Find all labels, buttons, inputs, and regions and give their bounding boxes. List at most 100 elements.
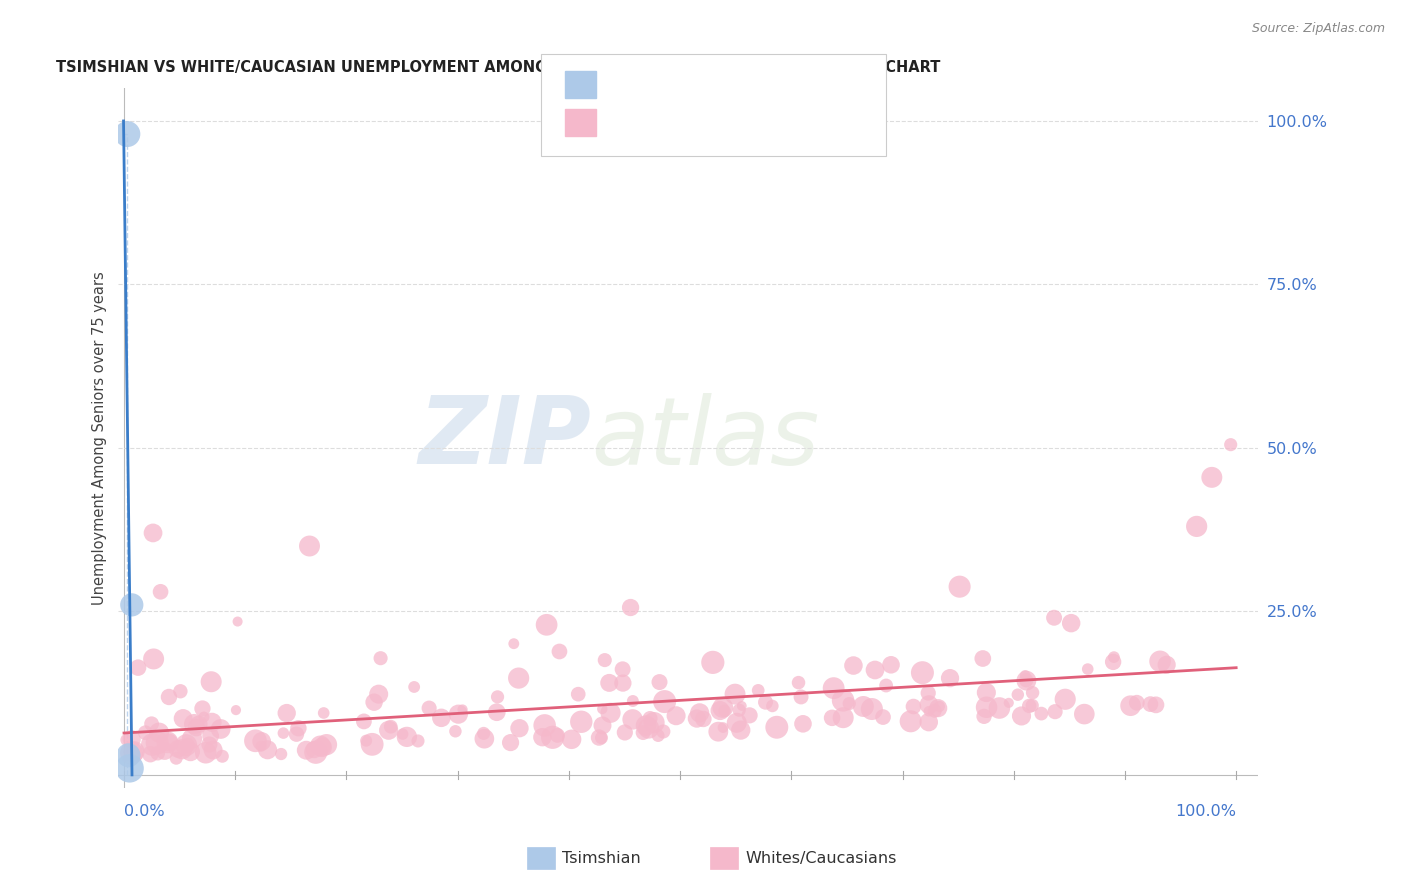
Point xyxy=(738,708,761,723)
Point xyxy=(765,720,787,734)
Point xyxy=(972,651,994,665)
Point xyxy=(692,712,714,726)
Point xyxy=(183,717,205,731)
Point xyxy=(591,702,613,716)
Point xyxy=(1139,697,1161,711)
Point xyxy=(533,718,555,732)
Point xyxy=(654,695,676,709)
Point xyxy=(285,727,308,741)
Point xyxy=(638,711,661,725)
Point xyxy=(918,715,941,730)
Point xyxy=(875,679,897,693)
Point xyxy=(309,739,332,753)
Point xyxy=(191,701,214,715)
Point xyxy=(860,702,883,716)
Point xyxy=(200,674,222,689)
Point xyxy=(406,734,429,748)
Point xyxy=(713,704,735,718)
Point xyxy=(591,731,613,745)
Point xyxy=(709,704,731,718)
Point xyxy=(724,687,747,701)
Point xyxy=(838,697,860,711)
Point xyxy=(502,637,524,651)
Point xyxy=(1149,654,1171,668)
Point xyxy=(245,733,267,747)
Text: Tsimshian: Tsimshian xyxy=(562,851,641,865)
Point xyxy=(872,710,894,724)
Point xyxy=(122,745,145,759)
Point xyxy=(939,671,962,685)
Point xyxy=(730,723,752,737)
Point xyxy=(652,724,675,739)
Point xyxy=(118,761,141,775)
Point xyxy=(149,584,172,599)
Point xyxy=(200,729,222,743)
Point xyxy=(165,751,187,765)
Point xyxy=(380,720,402,734)
Point xyxy=(117,127,139,141)
Point xyxy=(367,687,389,701)
Point xyxy=(631,725,654,739)
Point xyxy=(225,703,247,717)
Point xyxy=(621,713,644,727)
Point xyxy=(1031,706,1053,721)
Point xyxy=(276,706,298,720)
Point xyxy=(127,660,149,674)
Point xyxy=(1014,668,1036,682)
Y-axis label: Unemployment Among Seniors over 75 years: Unemployment Among Seniors over 75 years xyxy=(93,271,107,605)
Point xyxy=(444,724,467,739)
Point xyxy=(546,728,568,742)
Point xyxy=(973,709,995,723)
Point xyxy=(1219,437,1241,451)
Point xyxy=(377,723,399,738)
Point xyxy=(363,695,385,709)
Point xyxy=(821,711,844,725)
Point xyxy=(508,721,530,735)
Point xyxy=(141,716,163,731)
Point xyxy=(193,710,215,724)
Point xyxy=(250,739,273,754)
Point xyxy=(588,731,610,745)
Point xyxy=(117,748,139,763)
Point xyxy=(689,706,711,720)
Point xyxy=(404,680,426,694)
Point xyxy=(665,708,688,723)
Point xyxy=(201,715,224,730)
Point xyxy=(181,731,204,746)
Point xyxy=(725,715,748,730)
Point xyxy=(451,702,474,716)
Point xyxy=(169,684,191,698)
Point xyxy=(976,700,998,714)
Point xyxy=(1060,616,1083,631)
Point xyxy=(353,714,375,729)
Point xyxy=(256,743,278,757)
Point xyxy=(1119,698,1142,713)
Point xyxy=(179,745,201,759)
Point xyxy=(1185,519,1208,533)
Point xyxy=(647,729,669,743)
Point xyxy=(157,690,180,704)
Point xyxy=(304,742,326,756)
Point xyxy=(648,675,671,690)
Point xyxy=(598,676,620,690)
Point xyxy=(592,718,614,732)
Point xyxy=(761,698,783,713)
Point xyxy=(619,600,641,615)
Point xyxy=(176,738,198,752)
Point xyxy=(485,705,508,719)
Point xyxy=(1007,688,1029,702)
Point xyxy=(287,721,309,735)
Point xyxy=(361,737,384,751)
Point xyxy=(900,714,922,729)
Point xyxy=(880,657,903,672)
Point xyxy=(852,699,875,714)
Point xyxy=(370,651,392,665)
Point xyxy=(832,693,855,707)
Point xyxy=(1073,707,1095,722)
Point xyxy=(250,734,273,748)
Point xyxy=(928,699,950,714)
Text: TSIMSHIAN VS WHITE/CAUCASIAN UNEMPLOYMENT AMONG SENIORS OVER 75 YEARS CORRELATIO: TSIMSHIAN VS WHITE/CAUCASIAN UNEMPLOYMEN… xyxy=(56,60,941,75)
Point xyxy=(153,744,176,758)
Point xyxy=(711,721,734,735)
Point xyxy=(621,694,644,708)
